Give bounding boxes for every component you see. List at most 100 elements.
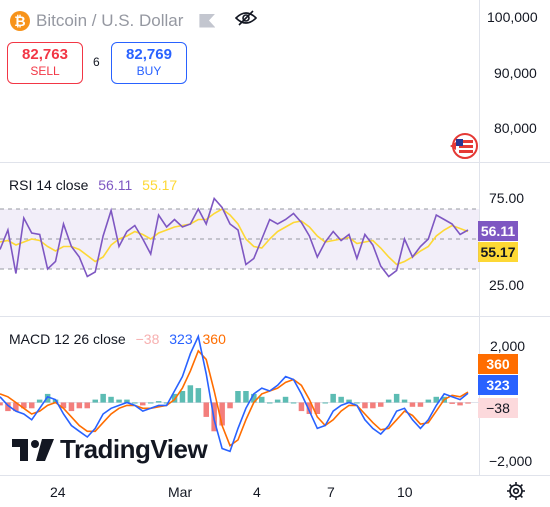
macd-histogram-bar [227, 402, 233, 409]
macd-hist-tag: −38 [478, 398, 518, 418]
price-pane-divider[interactable] [0, 162, 550, 163]
us-flag-icon[interactable] [450, 133, 480, 164]
macd-histogram-bar [108, 396, 114, 403]
macd-histogram-bar [409, 402, 416, 407]
flag-icon[interactable] [199, 13, 216, 28]
macd-histogram-bar [84, 402, 90, 409]
x-tick-4: 4 [253, 484, 261, 500]
macd-histogram-bar [314, 402, 321, 414]
macd-histogram-bar [346, 399, 352, 403]
macd-histogram-bar [457, 402, 463, 406]
macd-legend-macd: 323 [169, 331, 193, 347]
rsi-legend[interactable]: RSI 14 close 56.11 55.17 [9, 177, 177, 193]
macd-histogram-bar [155, 401, 162, 403]
x-tick-7: 7 [327, 484, 335, 500]
x-tick-10: 10 [397, 484, 413, 500]
macd-histogram-bar [354, 402, 360, 404]
x-tick-24: 24 [50, 484, 66, 500]
x-tick-mar: Mar [168, 484, 193, 500]
indicator-chart[interactable] [0, 0, 479, 475]
macd-histogram-bar [132, 402, 138, 404]
rsi-legend-value: 56.11 [98, 177, 133, 193]
tradingview-logo-icon [12, 438, 54, 461]
price-tick-90000: 90,000 [494, 65, 537, 81]
macd-histogram-bar [393, 393, 400, 403]
macd-histogram-bar [60, 402, 67, 409]
macd-histogram-bar [219, 402, 225, 426]
macd-legend[interactable]: MACD 12 26 close −38 323 360 [9, 331, 226, 347]
price-tick-80000: 80,000 [494, 120, 537, 136]
macd-histogram-bar [259, 396, 265, 403]
macd-histogram-bar [76, 402, 83, 409]
macd-histogram-bar [306, 402, 313, 414]
macd-histogram-bar [5, 402, 11, 412]
macd-histogram-bar [116, 399, 122, 403]
macd-label: MACD 12 26 close [9, 331, 126, 347]
macd-histogram-bar [362, 402, 368, 409]
buy-label: BUY [136, 64, 162, 78]
rsi-legend-ma: 55.17 [142, 177, 178, 193]
tradingview-logo[interactable]: TradingView [12, 434, 208, 465]
macd-histogram-bar [378, 402, 384, 407]
hide-eye-icon[interactable] [235, 10, 258, 31]
sell-button[interactable]: 82,763 SELL [7, 42, 83, 84]
macd-histogram-bar [243, 391, 249, 403]
rsi-tick-75: 75.00 [489, 190, 525, 206]
bitcoin-icon: ₿ [10, 10, 30, 31]
rsi-value-tag: 56.11 [478, 221, 518, 241]
macd-histogram-bar [282, 396, 289, 403]
macd-signal-tag: 360 [478, 354, 518, 374]
macd-histogram-bar [330, 393, 336, 403]
brand-name: TradingView [60, 434, 208, 464]
price-tick-100000: 100,000 [487, 9, 538, 25]
macd-histogram-bar [124, 399, 130, 403]
settings-gear-icon[interactable] [506, 481, 526, 506]
macd-histogram-bar [274, 399, 281, 403]
macd-histogram-bar [140, 402, 146, 406]
macd-histogram-bar [44, 393, 51, 403]
macd-histogram-bar [92, 399, 98, 403]
macd-histogram-bar [68, 402, 75, 412]
macd-histogram-bar [425, 399, 432, 403]
symbol-title: Bitcoin / U.S. Dollar [36, 10, 184, 30]
macd-histogram-bar [267, 402, 273, 404]
rsi-series-rsi [0, 196, 469, 278]
macd-histogram-bar [298, 402, 305, 412]
macd-legend-hist: −38 [135, 331, 160, 347]
macd-histogram-bar [195, 388, 202, 403]
rsi-label: RSI 14 close [9, 177, 89, 193]
symbol-header[interactable]: ₿ Bitcoin / U.S. Dollar [10, 10, 258, 31]
macd-histogram-bar [370, 402, 376, 409]
macd-histogram-bar [148, 402, 154, 404]
macd-value-tag: 323 [478, 375, 518, 395]
macd-tick-2000: 2,000 [490, 338, 526, 354]
macd-histogram-bar [235, 391, 241, 403]
buy-button[interactable]: 82,769 BUY [111, 42, 187, 84]
macd-histogram-bar [13, 402, 19, 412]
macd-histogram-bar [338, 396, 344, 403]
sell-price: 82,763 [22, 46, 68, 63]
macd-histogram-bar [322, 402, 328, 404]
rsi-tick-25: 25.00 [489, 277, 525, 293]
sell-label: SELL [30, 64, 60, 78]
macd-histogram-bar [251, 393, 257, 403]
macd-histogram-bar [29, 402, 35, 409]
macd-series-macd [0, 333, 469, 453]
macd-histogram-bar [203, 402, 209, 417]
macd-histogram-bar [0, 402, 3, 406]
macd-histogram-bar [100, 393, 106, 403]
macd-histogram-bar [449, 402, 455, 404]
rsi-pane-divider[interactable] [0, 316, 550, 317]
macd-series-signal [0, 349, 469, 447]
spread-value: 6 [93, 55, 100, 69]
rsi-ma-tag: 55.17 [478, 242, 518, 262]
macd-histogram-bar [465, 402, 471, 404]
time-axis-divider [0, 475, 550, 476]
macd-histogram-bar [36, 399, 43, 403]
macd-histogram-bar [179, 391, 186, 403]
macd-histogram-bar [401, 399, 408, 403]
macd-histogram-bar [21, 402, 27, 409]
macd-histogram-bar [187, 385, 194, 403]
macd-histogram-bar [290, 402, 297, 404]
rsi-series-ma [0, 208, 469, 266]
